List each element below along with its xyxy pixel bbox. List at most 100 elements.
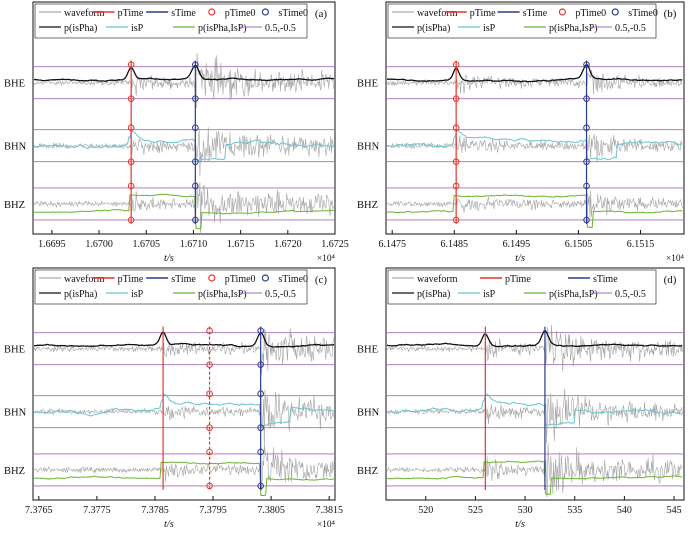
panel-frame <box>32 267 336 501</box>
pTime0-marker <box>452 158 460 166</box>
legend-sTime0-label: sTime0 <box>278 8 308 19</box>
legend-pisPhaIsP-label: p(isPha,IsP) <box>549 289 598 300</box>
sTime0-marker <box>257 327 264 334</box>
waveform-trace <box>33 181 334 235</box>
legend: waveform pTime sTime p(isPha) isP p(isPha,IsP… <box>387 269 657 305</box>
pTime0-marker <box>206 361 213 368</box>
track-BHE: BHE <box>357 324 684 372</box>
channel-label: BHZ <box>357 466 378 477</box>
sTime0-marker <box>257 448 264 456</box>
legend-pTime0-marker <box>208 274 216 282</box>
legend-waveform-label: waveform <box>417 274 458 285</box>
x-axis-label: t/s <box>515 253 525 264</box>
sTime0-marker <box>583 61 590 68</box>
pTime0-marker <box>452 182 460 190</box>
channel-label: BHE <box>357 345 378 356</box>
legend-isP-label: isP <box>131 23 144 34</box>
pTime0-marker <box>127 61 135 68</box>
waveform-trace <box>386 388 683 444</box>
sTime0-marker <box>192 124 199 132</box>
legend-pTime0-marker <box>558 8 567 16</box>
legend: waveform pTime sTime pTime0 sTime0 p(isPha) is… <box>34 3 308 39</box>
x-tick-label: 1.6715 <box>227 239 255 250</box>
channel-label: BHN <box>357 142 380 153</box>
x-tick-label: 7.3805 <box>257 505 285 516</box>
track-BHZ: BHZ <box>357 442 684 498</box>
x-tick-label: 6.1485 <box>441 239 469 250</box>
legend-sTime0-label: sTime0 <box>628 8 658 19</box>
isP-trace <box>33 393 334 427</box>
pisPha-trace <box>33 65 335 82</box>
legend-threshold-label: 0.5,-0.5 <box>265 289 296 300</box>
legend-pTime-label: pTime <box>118 8 144 19</box>
sTime0-marker <box>192 61 199 68</box>
x-axis-label: t/s <box>164 253 174 264</box>
legend-box <box>34 3 308 39</box>
x-axis-label: t/s <box>164 519 174 530</box>
waveform-trace <box>386 134 683 162</box>
pTime0-marker <box>206 424 213 432</box>
waveform-trace <box>33 127 334 177</box>
waveform-trace <box>33 328 334 375</box>
channel-label: BHN <box>4 408 27 419</box>
legend-threshold-label: 0.5,-0.5 <box>615 289 646 300</box>
channel-label: BHE <box>357 79 378 90</box>
legend-sTime0-marker <box>261 8 269 16</box>
pTime0-marker <box>127 95 135 102</box>
track-BHN: BHN <box>4 127 335 177</box>
waveform-trace <box>386 324 683 372</box>
panel-0: waveform pTime sTime pTime0 sTime0 p(isPha) is… <box>4 1 349 264</box>
isP-trace <box>386 393 683 426</box>
pTime0-marker <box>127 216 135 224</box>
pisPhaIsP-trace <box>33 193 335 230</box>
legend-pTime-label: pTime <box>118 274 144 285</box>
pTime0-marker <box>452 61 460 68</box>
pisPha-trace <box>33 331 335 348</box>
track-BHZ: BHZ <box>4 445 335 497</box>
legend-pisPhaIsP-label: p(isPha,IsP) <box>198 289 247 300</box>
legend-pisPha-label: p(isPha) <box>64 23 97 34</box>
panel-tag: (c) <box>315 274 328 286</box>
sTime0-marker <box>583 95 590 102</box>
x-tick-label: 6.1505 <box>565 239 593 250</box>
legend-pTime0-label: pTime0 <box>225 274 256 285</box>
legend-threshold-label: 0.5,-0.5 <box>615 23 646 34</box>
legend-waveform-label: waveform <box>64 274 105 285</box>
x-tick-label: 530 <box>518 505 533 516</box>
legend: waveform pTime sTime pTime0 sTime0 p(isPha) is… <box>34 269 308 305</box>
pisPha-trace <box>386 330 683 348</box>
x-tick-label: 7.3765 <box>25 505 53 516</box>
sTime0-marker <box>257 361 264 368</box>
legend-pTime0-label: pTime0 <box>225 8 256 19</box>
panel-frame <box>32 1 336 235</box>
channel-label: BHN <box>357 408 380 419</box>
legend: waveform pTime sTime pTime0 sTime0 p(isPha) is… <box>387 3 658 39</box>
x-multiplier: ×10⁴ <box>666 254 685 264</box>
sTime0-marker <box>192 182 199 190</box>
legend-sTime0-marker <box>261 274 269 282</box>
track-BHN: BHN <box>357 388 684 444</box>
pTime0-marker <box>452 216 460 224</box>
isP-trace <box>33 130 335 161</box>
x-tick-label: 7.3785 <box>141 505 169 516</box>
x-tick-label: 540 <box>617 505 632 516</box>
channel-label: BHZ <box>4 200 25 211</box>
pisPhaIsP-trace <box>33 461 335 497</box>
legend-isP-label: isP <box>483 23 496 34</box>
pTime0-marker <box>206 327 213 334</box>
legend-waveform-label: waveform <box>417 8 458 19</box>
isP-trace <box>386 129 683 161</box>
legend-sTime-label: sTime <box>171 274 196 285</box>
legend-pisPha-label: p(isPha) <box>64 289 97 300</box>
legend-pTime-label: pTime <box>505 274 531 285</box>
legend-pTime0-marker <box>208 8 216 16</box>
sTime0-marker <box>257 482 264 490</box>
legend-sTime-label: sTime <box>171 8 196 19</box>
track-BHE: BHE <box>4 328 335 375</box>
legend-pisPha-label: p(isPha) <box>417 23 450 34</box>
panel-1: waveform pTime sTime pTime0 sTime0 p(isPha) is… <box>357 1 685 264</box>
panel-3: waveform pTime sTime p(isPha) isP p(isPha,IsP… <box>357 267 685 530</box>
legend-pisPha-label: p(isPha) <box>417 289 450 300</box>
pTime0-marker <box>206 482 213 490</box>
channel-label: BHN <box>4 142 27 153</box>
